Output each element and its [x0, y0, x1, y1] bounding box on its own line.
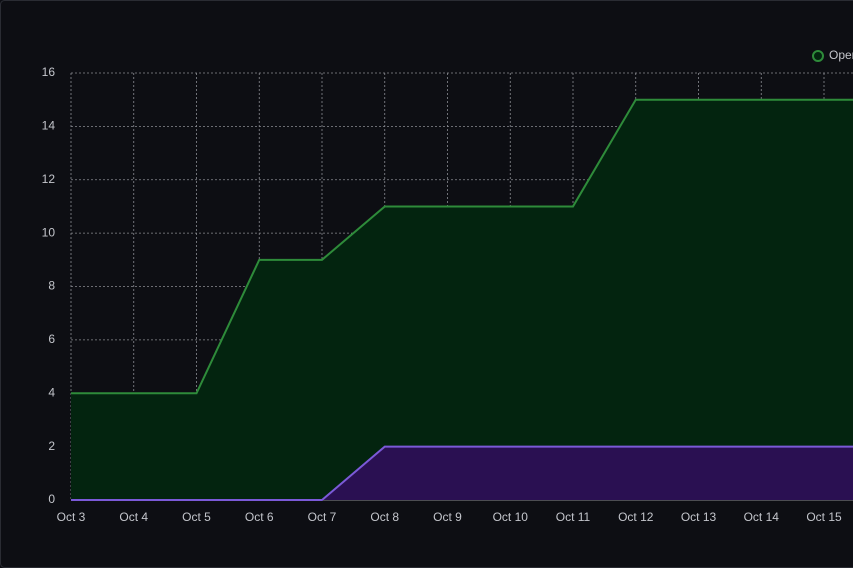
y-tick-label: 0	[48, 492, 55, 506]
x-tick-label: Oct 5	[182, 510, 211, 524]
y-tick-label: 14	[42, 119, 56, 133]
x-tick-label: Oct 3	[57, 510, 86, 524]
x-tick-label: Oct 8	[370, 510, 399, 524]
legend-marker	[812, 50, 824, 62]
y-tick-label: 12	[42, 172, 56, 186]
y-tick-label: 8	[48, 279, 55, 293]
x-tick-label: Oct 10	[493, 510, 529, 524]
x-tick-label: Oct 9	[433, 510, 462, 524]
y-tick-label: 4	[48, 385, 55, 399]
x-tick-label: Oct 12	[618, 510, 654, 524]
y-tick-label: 10	[42, 225, 56, 239]
areas	[71, 98, 853, 501]
x-tick-label: Oct 4	[119, 510, 148, 524]
x-tick-label: Oct 11	[556, 510, 591, 524]
x-tick-label: Oct 7	[308, 510, 337, 524]
legend-label: Open	[829, 48, 853, 62]
line	[71, 445, 853, 501]
line	[71, 98, 853, 395]
labels: 0 2 4 6 8 10 12 14 16 Oct 3 Oct 4 Oct 5 Oct 6 Oct 7 Oc…	[42, 48, 853, 524]
y-tick-label: 2	[48, 439, 55, 453]
x-tick-label: Oct 6	[245, 510, 274, 524]
y-tick-label: 6	[48, 332, 55, 346]
area	[71, 446, 853, 500]
y-tick-label: 16	[42, 65, 56, 79]
x-tick-label: Oct 13	[681, 510, 717, 524]
area	[71, 99, 853, 500]
x-tick-label: Oct 14	[744, 510, 780, 524]
x-tick-label: Oct 15	[806, 510, 842, 524]
